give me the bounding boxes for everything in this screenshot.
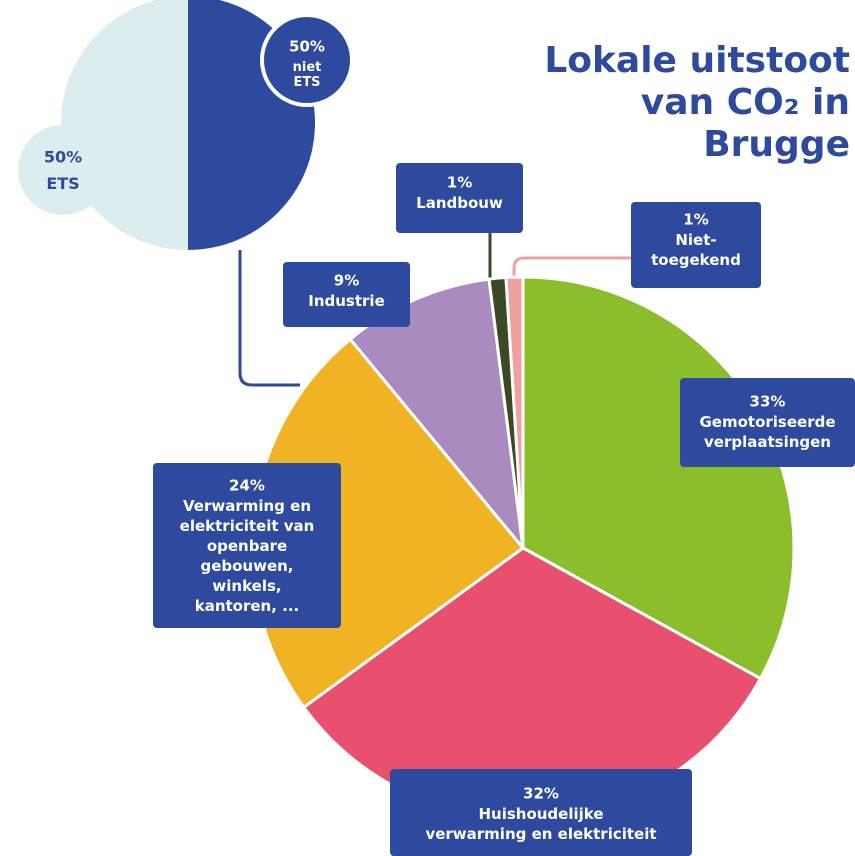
value-label: 1% [683, 211, 708, 229]
label-badge [18, 125, 108, 215]
label-badge [260, 13, 354, 107]
label-box [680, 378, 855, 467]
label-box [283, 262, 410, 327]
pie-slice [504, 275, 525, 550]
label-box [631, 202, 761, 288]
chart-title: Lokale uitstoot van CO₂ in Brugge [544, 40, 850, 165]
category-label: Landbouw [416, 194, 503, 212]
category-label: niet ETS [293, 60, 322, 90]
pie-slice [348, 277, 525, 550]
pie-slice [61, 0, 188, 250]
category-label: Industrie [308, 292, 385, 310]
value-label: 24% [229, 477, 265, 495]
value-label: 9% [334, 272, 359, 290]
value-label: 50% [289, 38, 325, 56]
category-label: Gemotoriseerde verplaatsingen [699, 413, 835, 451]
category-label: Verwarming en elektriciteit van openbare ge… [180, 497, 315, 615]
category-label: ETS [46, 174, 79, 193]
connector [512, 256, 632, 280]
value-label: 50% [44, 148, 82, 167]
value-label: 1% [447, 174, 472, 192]
category-label: Huishoudelijke verwarming en elektricitei… [425, 805, 656, 843]
label-box [153, 463, 341, 628]
value-label: 32% [523, 785, 559, 803]
category-label: Niet-toegekend [651, 231, 741, 269]
label-box [396, 163, 523, 233]
value-label: 33% [750, 393, 786, 411]
label-box [390, 769, 692, 856]
connector [238, 250, 300, 387]
